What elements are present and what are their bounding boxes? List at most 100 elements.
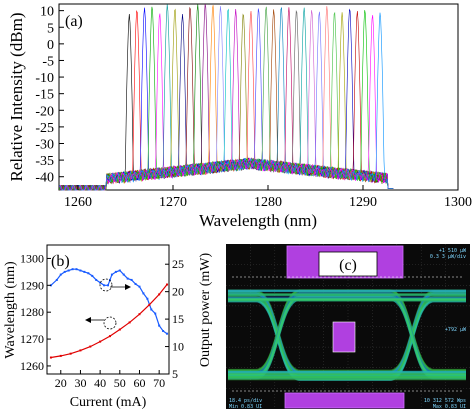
panel-b-point [118,269,121,272]
panel-b-point [55,278,58,281]
panel-a-y-tick-label: -35 [35,154,54,169]
panel-c-readout-bottom-right-1: 10 312 572 Wps [424,398,466,404]
panel-a-xlabel: Wavelength (nm) [199,211,317,230]
panel-b-y-right-tick-label: 25 [172,257,184,271]
panel-c-readout-bottom-left-1: 18.4 ps/div [229,398,262,404]
panel-b-point [79,349,82,352]
panel-b-axes: 20 30 40 50 60 70 1260 1270 1280 1290 1300 5 10 15 20 2… [20,251,184,390]
panel-a-x-tick-label: 1290 [349,195,377,210]
panel-b-point [118,328,121,331]
panel-a-y-tick-label: 10 [40,5,54,20]
panel-b-plot-frame [46,244,170,375]
panel-b-point [154,312,157,315]
panel-b-point [59,273,62,276]
panel-b-annotation-circle-red [103,316,117,330]
panel-b-point [126,277,129,280]
panel-b-point [150,308,153,311]
panel-b-y-left-tick-label: 1280 [20,305,44,319]
panel-a-peak-trace [59,12,394,191]
panel-a-y-tick-label: -40 [35,171,54,186]
panel-b-x-tick-label: 60 [133,376,145,390]
panel-c-eye-diagram: (c) +1 510 μW 0.3 3 μW/div +792 μW 18.4 … [226,244,470,410]
panel-b-point [158,293,161,296]
panel-b-x-tick-label: 40 [94,376,106,390]
panel-b-x-tick-label: 20 [55,376,67,390]
panel-a-y-tick-label: -20 [35,104,54,119]
panel-b-y-left-tick-label: 1290 [20,278,44,292]
panel-b-point [130,278,133,281]
panel-b-point [166,283,169,286]
panel-b-point [69,352,72,355]
panel-a-y-tick-label: -25 [35,121,54,136]
panel-b-label: (b) [51,253,70,270]
panel-a-ylabel: Relative Intensity (dBm) [7,12,26,181]
panel-c-label-box [318,251,378,277]
panel-b-point [142,292,145,295]
panel-a-y-tick-label: -15 [35,88,54,103]
panel-b-point [63,270,66,273]
panel-b-point [148,303,151,306]
panel-b-y-left-tick-label: 1260 [20,359,44,373]
panel-b-point [91,274,94,277]
panel-b-ylabel-right: Output power (mW) [198,253,213,368]
panel-b-point [75,268,78,271]
panel-b-point [87,272,90,275]
panel-c-mask-center [332,321,356,353]
panel-b-arrow-left-head [85,317,91,323]
panel-b-series [49,268,169,359]
panel-a-x-tick-label: 1300 [444,195,472,210]
panel-c-readout-bottom-right-2: Max 0.83 UI [433,404,466,410]
panel-b-y-left-tick-label: 1270 [20,332,44,346]
panel-b-point [122,273,125,276]
panel-a-x-tick-label: 1260 [64,195,92,210]
panel-b-y-right-tick-label: 20 [172,285,184,299]
panel-b-x-tick-label: 70 [153,376,165,390]
panel-a-spectrum: 1260 1270 1280 1290 1300 105 0-5 -10 -15-20 -25 -3… [7,3,472,230]
panel-b-ylabel-left: Wavelength (nm) [3,261,18,359]
panel-a-y-tick-label: 0 [47,38,54,53]
panel-b-point [67,269,70,272]
panel-b-point [95,278,98,281]
panel-b-point [49,356,52,359]
panel-a-y-tick-label: -10 [35,71,54,86]
panel-b-x-tick-label: 30 [74,376,86,390]
panel-b-tuning: 20 30 40 50 60 70 1260 1270 1280 1290 1300 5 10 15 20 2… [3,244,213,410]
panel-b-point [108,335,111,338]
panel-b-point [103,284,106,287]
panel-b-point [158,324,161,327]
panel-b-y-right-tick-label: 5 [172,367,178,381]
panel-b-point [89,345,92,348]
panel-b-annotation-circle-blue [99,278,113,292]
panel-b-point [134,282,137,285]
panel-b-xlabel: Current (mA) [70,395,147,410]
panel-c-readout-top-right-1: +1 510 μW [439,248,467,254]
panel-a-x-tick-label: 1270 [159,195,187,210]
panel-b-y-right-tick-label: 10 [172,340,184,354]
panel-c-mask-bottom [284,392,405,409]
panel-b-point [107,284,109,287]
panel-b-y-left-tick-label: 1300 [20,251,44,265]
panel-a-axes: 1260 1270 1280 1290 1300 105 0-5 -10 -15-20 -25 -3… [35,5,472,210]
panel-b-arrow-right-head [125,284,131,290]
panel-b-point [99,281,102,284]
panel-b-point [166,332,169,335]
panel-a-y-tick-label: -5 [42,54,54,69]
panel-b-point [128,321,131,324]
panel-c-traces [228,289,466,381]
panel-c-readout-bottom-left-2: Min 0.83 UI [229,404,262,410]
panel-b-y-right-tick-label: 15 [172,312,184,326]
panel-b-point [71,268,74,271]
panel-b-x-tick-label: 50 [114,376,126,390]
panel-b-point [79,269,82,272]
panel-b-point [108,278,111,281]
panel-c-readout-right-mid: +792 μW [445,327,467,333]
panel-a-x-tick-label: 1280 [254,195,282,210]
panel-b-point [138,285,141,288]
panel-a-y-tick-label: -30 [35,138,54,153]
panel-b-point [110,273,113,276]
panel-b-point [138,313,141,316]
panel-a-y-tick-label: 5 [47,21,54,36]
panel-a-peaks [59,3,394,191]
panel-c-label: (c) [339,257,357,274]
